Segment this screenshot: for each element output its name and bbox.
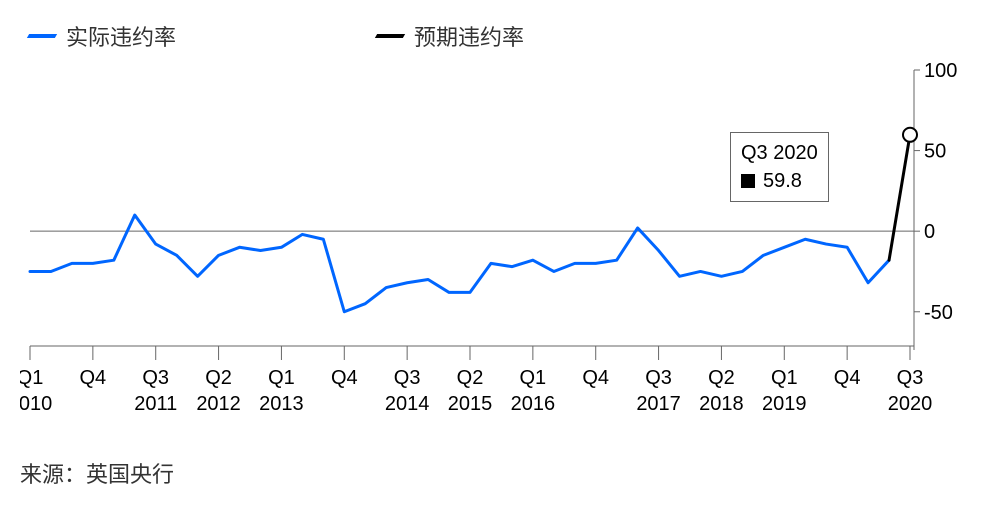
svg-text:Q4: Q4 [80,367,107,389]
source-text: 英国央行 [86,462,174,487]
source-prefix: 来源： [20,462,86,487]
svg-text:Q3: Q3 [897,367,924,389]
chart-svg: -50 0 50 100 Q1 2010 Q4 Q3 2011 Q2 2012 Q1 2013 Q4 Q3 2… [20,60,966,430]
svg-text:Q2: Q2 [708,367,735,389]
figure: 实际违约率 预期违约率 -50 0 50 100 Q1 2010 Q4 Q3 2011 Q2 201… [0,0,986,509]
svg-text:2018: 2018 [699,393,744,415]
svg-text:Q4: Q4 [582,367,609,389]
chart-area: -50 0 50 100 Q1 2010 Q4 Q3 2011 Q2 2012 Q1 2013 Q4 Q3 2… [20,60,966,430]
legend-item-actual: 实际违约率 [28,20,176,52]
source-line: 来源：英国央行 [20,457,174,489]
svg-text:100: 100 [924,60,957,82]
svg-text:Q4: Q4 [331,367,358,389]
legend-label-expected: 预期违约率 [414,20,524,52]
svg-text:Q1: Q1 [771,367,798,389]
tooltip: Q3 2020 59.8 [730,132,829,202]
svg-text:Q4: Q4 [834,367,861,389]
svg-text:-50: -50 [924,302,953,324]
tooltip-title: Q3 2020 [741,139,818,167]
svg-text:2019: 2019 [762,393,807,415]
svg-text:Q3: Q3 [394,367,421,389]
svg-text:Q1: Q1 [20,367,43,389]
svg-text:2014: 2014 [385,393,430,415]
svg-text:2013: 2013 [259,393,304,415]
svg-text:2011: 2011 [134,393,177,415]
legend-swatch-expected [375,34,405,38]
svg-text:2010: 2010 [20,393,52,415]
legend: 实际违约率 预期违约率 [28,20,724,52]
svg-text:2012: 2012 [196,393,241,415]
svg-text:Q3: Q3 [645,367,672,389]
svg-text:Q1: Q1 [268,367,295,389]
tooltip-value-row: 59.8 [741,167,818,195]
svg-text:2015: 2015 [448,393,493,415]
legend-swatch-actual [27,34,57,38]
svg-text:Q1: Q1 [520,367,547,389]
square-icon [741,174,755,188]
tooltip-value: 59.8 [763,170,802,192]
svg-text:0: 0 [924,221,935,243]
svg-text:2020: 2020 [888,393,933,415]
legend-label-actual: 实际违约率 [66,20,176,52]
svg-text:Q3: Q3 [142,367,169,389]
svg-text:2016: 2016 [511,393,556,415]
svg-text:Q2: Q2 [457,367,484,389]
legend-item-expected: 预期违约率 [376,20,524,52]
svg-text:50: 50 [924,141,946,163]
svg-text:2017: 2017 [636,393,681,415]
svg-text:Q2: Q2 [205,367,232,389]
